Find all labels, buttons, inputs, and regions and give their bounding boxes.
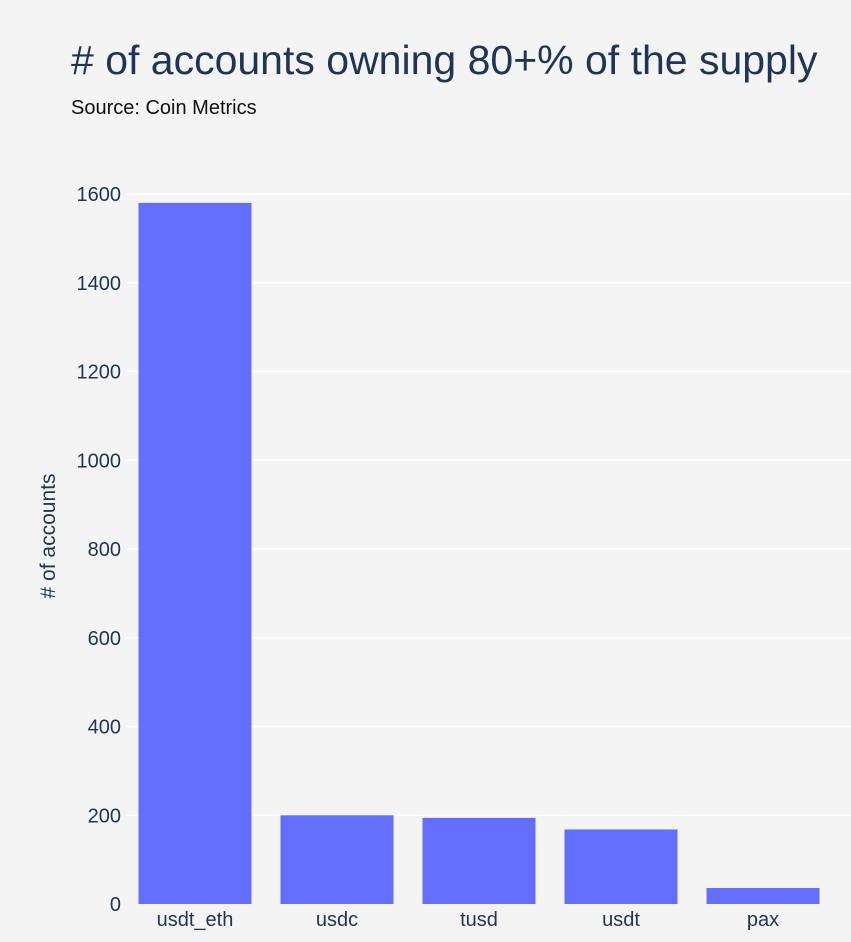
chart-subtitle: Source: Coin Metrics xyxy=(71,97,257,119)
bar-usdt[interactable] xyxy=(564,829,678,904)
y-tick-label: 1400 xyxy=(77,273,122,295)
y-tick-label: 1000 xyxy=(77,450,122,472)
chart-title: # of accounts owning 80+% of the supply xyxy=(71,37,818,83)
bar-usdc[interactable] xyxy=(280,815,394,904)
x-tick-label: usdt_eth xyxy=(157,909,234,931)
y-tick-labels: 0 200 400 600 800 1000 1200 1400 1600 xyxy=(77,184,122,916)
x-tick-label: usdt xyxy=(602,909,640,931)
y-tick-label: 0 xyxy=(110,894,121,916)
bar-usdt-eth[interactable] xyxy=(138,202,252,904)
bars xyxy=(138,202,820,904)
x-tick-label: usdc xyxy=(316,909,358,931)
y-tick-label: 1200 xyxy=(77,362,122,384)
bar-pax[interactable] xyxy=(706,888,820,904)
y-tick-label: 1600 xyxy=(77,184,122,206)
y-tick-label: 800 xyxy=(88,539,121,561)
y-tick-label: 200 xyxy=(88,805,121,827)
y-tick-label: 600 xyxy=(88,628,121,650)
x-tick-label: pax xyxy=(747,909,779,931)
bar-tusd[interactable] xyxy=(422,817,536,904)
y-tick-label: 400 xyxy=(88,717,121,739)
x-tick-labels: usdt_eth usdc tusd usdt pax xyxy=(157,909,779,931)
x-tick-label: tusd xyxy=(460,909,498,931)
